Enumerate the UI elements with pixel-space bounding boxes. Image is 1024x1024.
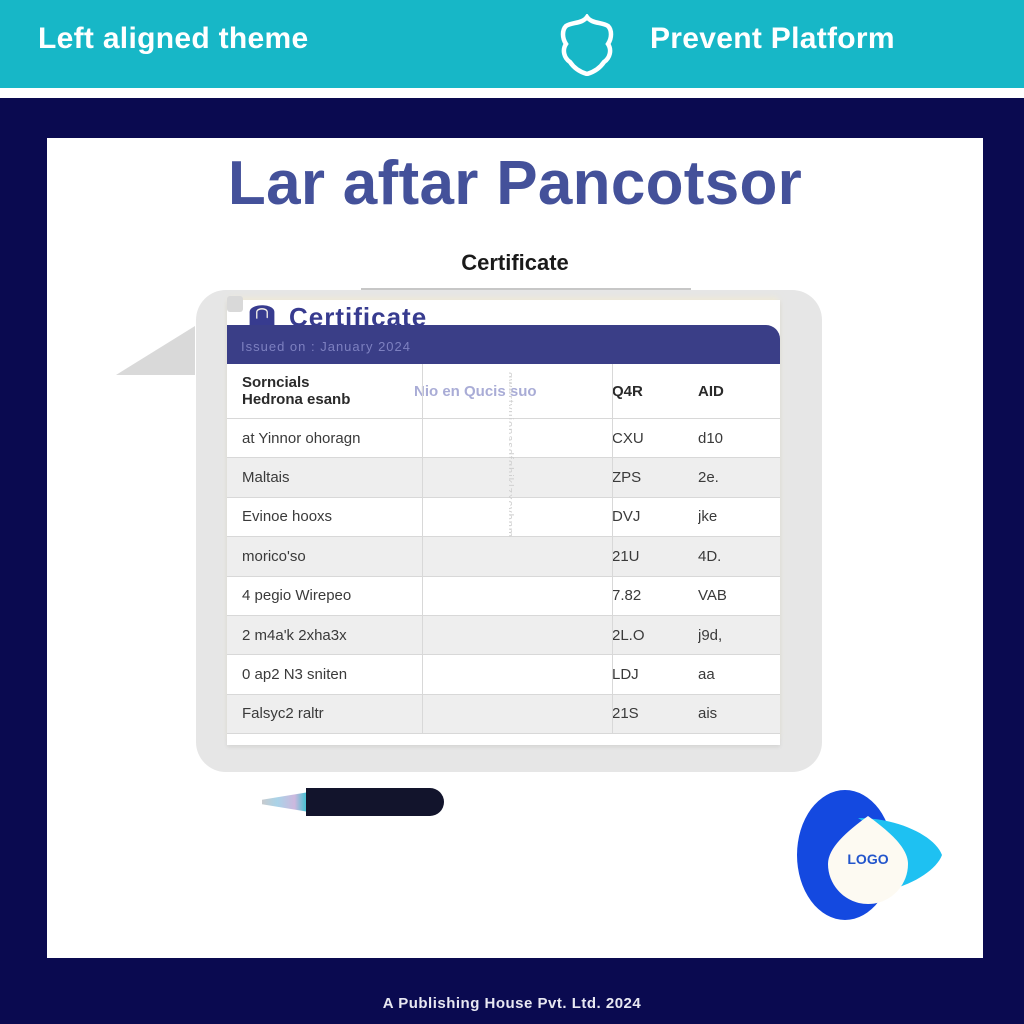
svg-text:LOGO: LOGO (847, 851, 888, 867)
